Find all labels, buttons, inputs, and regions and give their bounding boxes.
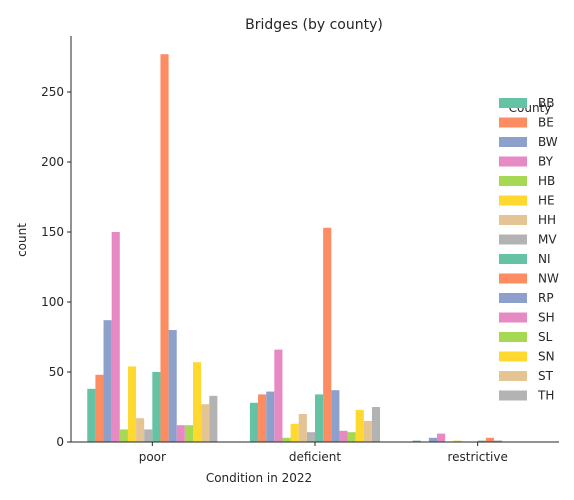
legend-swatch-bw [499, 137, 527, 147]
bar-bb-restrictive [412, 440, 421, 442]
bar-st-deficient [363, 421, 372, 442]
bar-rp-deficient [331, 390, 340, 442]
bar-he-deficient [290, 423, 299, 442]
bar-by-restrictive [437, 433, 446, 442]
legend-label-nw: NW [538, 272, 559, 286]
legend-swatch-hb [499, 176, 527, 186]
legend-label-sn: SN [538, 350, 555, 364]
bar-hb-deficient [282, 437, 291, 442]
bar-mv-deficient [306, 432, 315, 442]
legend-swatch-hh [499, 215, 527, 225]
bar-nw-deficient [323, 227, 332, 442]
bar-ni-restrictive [477, 440, 486, 442]
bar-sh-deficient [339, 430, 348, 442]
legend-swatch-sl [499, 332, 527, 342]
bar-nw-restrictive [485, 437, 494, 442]
bar-rp-poor [168, 330, 177, 442]
bar-he-poor [127, 366, 137, 442]
x-axis: poor deficient restrictive [71, 441, 559, 464]
legend-label-hb: HB [538, 174, 555, 188]
bar-sn-poor [193, 362, 202, 442]
bar-hh-poor [136, 418, 145, 442]
legend-label-st: ST [538, 369, 554, 383]
y-tick-label: 250 [41, 85, 64, 99]
chart-title: Bridges (by county) [245, 17, 383, 33]
x-tick-label: poor [139, 450, 166, 464]
bar-be-poor [95, 374, 104, 442]
y-axis-label: count [15, 223, 29, 257]
legend-swatch-mv [499, 234, 527, 245]
bar-bw-restrictive [428, 437, 437, 442]
bar-ni-deficient [315, 394, 324, 442]
legend-swatch-st [499, 371, 527, 381]
bar-sh-poor [176, 425, 185, 442]
legend-label-hh: HH [538, 213, 556, 227]
y-tick-label: 200 [41, 155, 64, 169]
bar-sl-poor [184, 425, 193, 442]
y-axis: 0 50 100 150 200 250 [41, 36, 72, 449]
bar-mv-poor [144, 429, 153, 442]
legend-label-bw: BW [538, 135, 558, 149]
bar-th-poor [209, 395, 218, 442]
legend-label-sl: SL [538, 330, 553, 344]
legend-label-he: HE [538, 194, 555, 208]
legend-label-ni: NI [538, 252, 551, 266]
legend-swatch-bb [499, 98, 527, 108]
bar-hb-poor [119, 429, 128, 442]
bar-he-restrictive [453, 440, 462, 442]
x-axis-label: Condition in 2022 [206, 471, 312, 485]
legend-swatch-th [499, 390, 527, 401]
bar-st-poor [201, 404, 210, 442]
y-tick-label: 50 [49, 365, 64, 379]
legend-swatch-by [499, 156, 527, 167]
bar-nw-poor [160, 54, 169, 442]
legend-swatch-he [499, 195, 527, 206]
y-tick-label: 150 [41, 225, 64, 239]
legend-label-be: BE [538, 116, 554, 130]
legend-swatch-rp [499, 293, 527, 303]
bar-bw-deficient [266, 391, 275, 442]
bar-th-deficient [371, 407, 381, 442]
legend-label-rp: RP [538, 291, 554, 305]
bar-by-poor [111, 232, 120, 442]
legend-label-sh: SH [538, 311, 555, 325]
legend-label-bb: BB [538, 96, 554, 110]
legend-swatch-sh [499, 312, 527, 323]
legend-swatch-be [499, 117, 527, 128]
bar-sl-deficient [347, 432, 356, 442]
legend-swatch-sn [499, 351, 527, 362]
legend-label-th: TH [537, 389, 554, 403]
bar-sn-deficient [355, 409, 364, 442]
bar-be-deficient [258, 394, 267, 442]
bar-by-deficient [274, 349, 283, 442]
legend-swatch-nw [499, 273, 527, 284]
x-tick-label: deficient [289, 450, 341, 464]
bar-ni-poor [152, 372, 161, 442]
legend-swatch-ni [499, 254, 527, 264]
bars-group [87, 54, 503, 442]
bar-bb-poor [87, 388, 96, 442]
bar-bw-poor [103, 320, 112, 442]
y-tick-label: 0 [56, 435, 64, 449]
y-tick-label: 100 [41, 295, 64, 309]
bar-bb-deficient [249, 402, 259, 442]
legend-label-by: BY [538, 155, 554, 169]
bar-rp-restrictive [493, 440, 503, 442]
bar-hh-deficient [298, 414, 307, 442]
legend-label-mv: MV [538, 233, 557, 247]
x-tick-label: restrictive [447, 450, 507, 464]
